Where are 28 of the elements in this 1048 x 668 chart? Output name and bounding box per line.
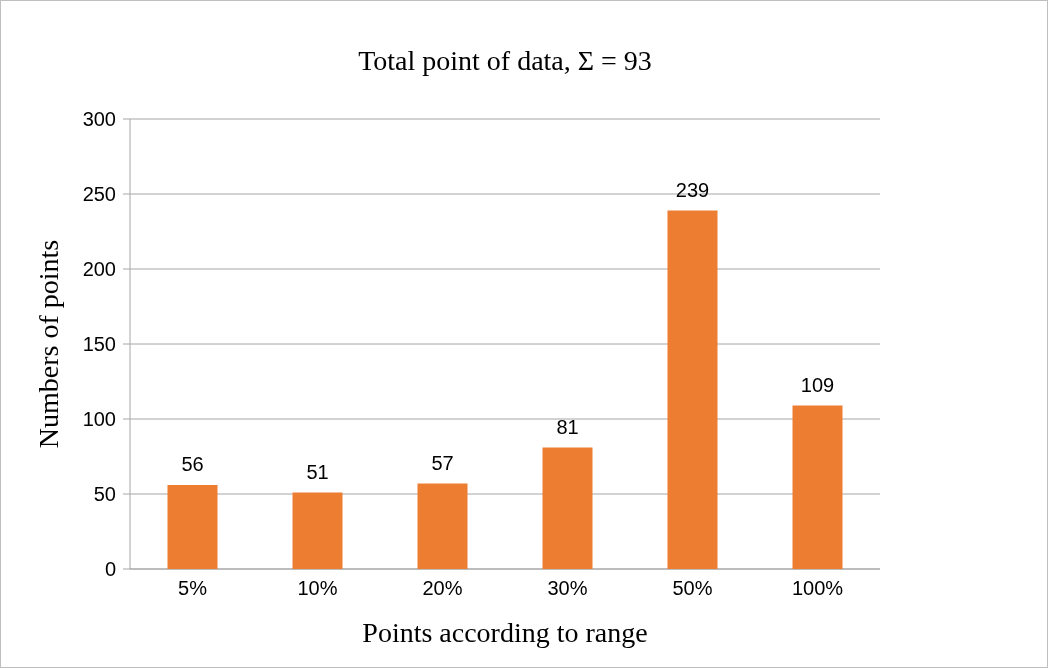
x-tick-label: 30%: [547, 577, 588, 599]
y-tick-label: 300: [82, 108, 116, 130]
y-tick-label: 200: [82, 258, 116, 280]
bar: [792, 405, 843, 569]
data-label: 51: [306, 460, 329, 483]
x-tick-label: 50%: [672, 577, 713, 599]
bar: [417, 483, 468, 569]
y-axis-title: Numbers of points: [33, 239, 64, 449]
y-tick-label: 0: [104, 558, 116, 580]
data-label: 109: [800, 373, 835, 396]
bar: [667, 210, 718, 569]
bar: [292, 492, 343, 569]
y-tick-label: 250: [82, 183, 116, 205]
x-tick-label: 10%: [297, 577, 338, 599]
y-tick-label: 50: [93, 483, 116, 505]
chart-title: Total point of data, Σ = 93: [358, 45, 652, 76]
y-tick-label: 100: [82, 408, 116, 430]
data-label: 81: [556, 415, 579, 438]
y-tick-label: 150: [82, 333, 116, 355]
data-label: 56: [181, 453, 204, 475]
x-tick-label: 100%: [791, 577, 844, 599]
x-axis-title: Points according to range: [362, 617, 648, 648]
x-tick-label: 5%: [178, 577, 208, 599]
data-label: 57: [431, 451, 454, 474]
bar: [542, 447, 593, 569]
data-label: 239: [675, 178, 710, 201]
bar: [167, 485, 218, 569]
x-tick-label: 20%: [422, 577, 463, 599]
